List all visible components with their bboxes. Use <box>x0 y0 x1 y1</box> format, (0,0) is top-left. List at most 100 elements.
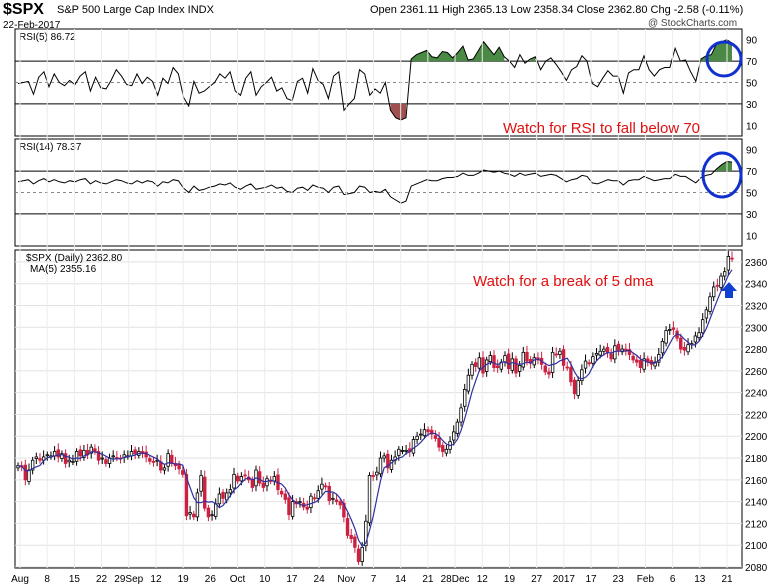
candle-body <box>722 271 727 277</box>
candle-body <box>602 348 606 352</box>
candle-body <box>96 451 101 461</box>
ma5-line <box>17 269 733 547</box>
candle-body <box>386 453 390 469</box>
candle-body <box>576 380 580 396</box>
candle-body <box>195 492 200 518</box>
candle-body <box>265 478 269 487</box>
candle-body <box>419 433 423 436</box>
candle-body <box>488 355 493 363</box>
x-tick-label: 15 <box>69 574 81 585</box>
candle-body <box>27 469 31 482</box>
candle-body <box>521 351 525 368</box>
x-tick-label: 2017 <box>553 574 576 585</box>
candle-body <box>188 512 192 515</box>
candle-body <box>679 337 683 350</box>
candle-body <box>30 459 35 471</box>
price-panel: 2080 2100 2120 2140 2160 2180 2200 2220 2240 2260… <box>14 29 768 574</box>
x-tick-label: Oct <box>230 574 246 585</box>
candle-body <box>664 330 668 344</box>
candle-body <box>353 536 357 548</box>
candle-body <box>331 497 335 500</box>
candle-body <box>569 367 573 383</box>
candle-body <box>257 471 262 484</box>
candle-body <box>719 275 723 288</box>
candle-body <box>415 435 419 440</box>
quote-summary: Open 2361.11 High 2365.13 Low 2358.34 Cl… <box>370 4 744 16</box>
candle-body <box>162 467 167 471</box>
candle-body <box>565 366 569 369</box>
x-tick-label: 28Dec <box>441 574 470 585</box>
price-tick-label: 2080 <box>745 563 768 574</box>
candle-body <box>708 296 712 312</box>
x-tick-label: 26 <box>205 574 217 585</box>
price-tick-label: 2100 <box>745 541 768 552</box>
candle-body <box>671 327 676 330</box>
candle-body <box>345 518 350 536</box>
candle-body <box>426 429 430 433</box>
x-tick-label: 19 <box>504 574 516 585</box>
x-tick-label: 12 <box>477 574 489 585</box>
candle-body <box>38 458 42 461</box>
candle-body <box>433 435 438 439</box>
rsi14-tick-label: 90 <box>746 146 758 157</box>
candle-body <box>203 476 207 509</box>
candle-body <box>459 407 463 423</box>
candle-body <box>111 455 115 458</box>
candle-body <box>89 446 93 454</box>
candle-body <box>591 356 595 364</box>
candle-body <box>184 473 189 517</box>
candle-body <box>235 475 240 482</box>
x-tick-label: 13 <box>694 574 706 585</box>
candle-body <box>250 479 255 488</box>
candle-body <box>397 448 401 456</box>
up-arrow-icon <box>721 282 737 298</box>
rsi14-series-line <box>17 160 733 204</box>
candle-body <box>583 360 588 369</box>
rsi5-tick-label: 90 <box>746 36 758 47</box>
x-axis: Aug 8 15 22 29Sep 12 19 26 Oct 10 17 24 Nov 7 14 21 28De… <box>11 574 733 585</box>
candle-body <box>82 450 86 458</box>
rsi5-tick-label: 10 <box>746 121 758 132</box>
candle-body <box>682 347 687 351</box>
candle-body <box>609 353 613 360</box>
candle-body <box>704 309 709 319</box>
candle-body <box>580 369 584 382</box>
candle-body <box>360 546 364 562</box>
dma-annotation: Watch for a break of 5 dma <box>473 273 654 290</box>
candle-body <box>455 421 460 434</box>
candle-body <box>56 449 60 458</box>
candle-body <box>221 491 225 499</box>
candle-body <box>181 470 185 475</box>
candle-body <box>668 329 672 331</box>
price-tick-label: 2120 <box>745 519 768 530</box>
watermark: @ StockCharts.com <box>648 18 738 29</box>
price-tick-label: 2360 <box>745 258 768 269</box>
candle-body <box>411 439 416 454</box>
candle-body <box>389 459 394 470</box>
candle-body <box>492 355 496 368</box>
chart-date: 22-Feb-2017 <box>3 20 61 31</box>
rsi5-zone-fill <box>390 103 407 120</box>
candle-body <box>199 475 203 492</box>
candle-body <box>430 429 434 435</box>
x-tick-label: 17 <box>286 574 298 585</box>
candle-body <box>356 548 361 562</box>
candle-body <box>283 493 287 500</box>
candle-body <box>726 256 731 271</box>
candle-body <box>71 460 75 463</box>
candle-body <box>272 476 277 482</box>
price-tick-label: 2180 <box>745 454 768 465</box>
x-tick-label: 8 <box>44 574 50 585</box>
rsi14-zone-fill <box>716 161 732 172</box>
candle-body <box>23 464 28 481</box>
candle-body <box>298 501 302 504</box>
rsi14-tick-label: 30 <box>746 210 758 221</box>
candle-body <box>239 476 244 482</box>
rsi5-series-line <box>17 39 733 121</box>
candle-body <box>517 365 522 372</box>
candle-body <box>261 482 266 488</box>
x-tick-label: 7 <box>371 574 377 585</box>
candle-body <box>572 379 577 395</box>
candle-body <box>510 358 515 371</box>
candle-body <box>309 495 313 509</box>
